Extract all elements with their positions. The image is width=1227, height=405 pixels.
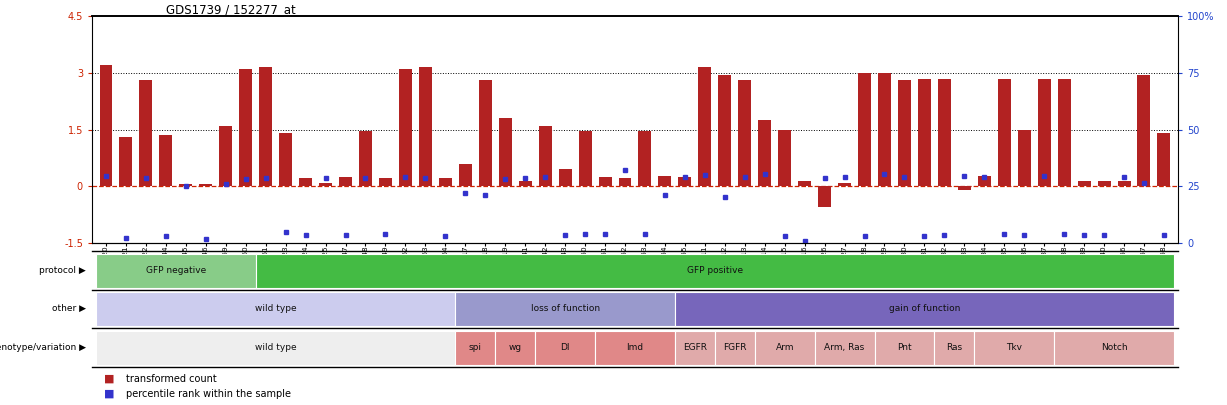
Bar — [220, 126, 232, 186]
Bar — [96, 254, 255, 288]
Bar — [96, 331, 455, 364]
Text: protocol ▶: protocol ▶ — [39, 266, 86, 275]
Text: EGFR: EGFR — [683, 343, 707, 352]
Bar — [898, 81, 910, 186]
Bar — [299, 178, 312, 186]
Bar — [758, 120, 772, 186]
Bar — [595, 331, 675, 364]
Text: Tkv: Tkv — [1006, 343, 1022, 352]
Bar — [140, 81, 152, 186]
Bar — [798, 181, 811, 186]
Text: gain of function: gain of function — [888, 304, 960, 313]
Text: wg: wg — [509, 343, 521, 352]
Bar — [199, 184, 212, 186]
Bar — [160, 135, 172, 186]
Bar — [935, 331, 974, 364]
Bar — [255, 254, 1174, 288]
Text: wild type: wild type — [255, 343, 297, 352]
Bar — [698, 67, 712, 186]
Text: percentile rank within the sample: percentile rank within the sample — [126, 389, 291, 399]
Bar — [1017, 130, 1031, 186]
Bar — [360, 132, 372, 186]
Bar — [974, 331, 1054, 364]
Text: wild type: wild type — [255, 304, 297, 313]
Text: GDS1739 / 152277_at: GDS1739 / 152277_at — [166, 3, 296, 16]
Bar — [675, 331, 715, 364]
Bar — [1038, 79, 1050, 186]
Text: Notch: Notch — [1101, 343, 1128, 352]
Bar — [459, 164, 472, 186]
Bar — [618, 178, 632, 186]
Bar — [659, 176, 671, 186]
Bar — [838, 183, 852, 186]
Bar — [1137, 75, 1151, 186]
Text: other ▶: other ▶ — [52, 304, 86, 313]
Bar — [179, 184, 193, 186]
Bar — [715, 331, 755, 364]
Bar — [319, 183, 333, 186]
Bar — [455, 331, 496, 364]
Bar — [875, 331, 935, 364]
Bar — [1054, 331, 1174, 364]
Bar — [399, 69, 412, 186]
Bar — [239, 69, 253, 186]
Bar — [1157, 133, 1171, 186]
Bar — [918, 79, 931, 186]
Bar — [1077, 181, 1091, 186]
Bar — [679, 177, 691, 186]
Text: Imd: Imd — [627, 343, 643, 352]
Bar — [755, 331, 815, 364]
Bar — [638, 132, 652, 186]
Text: ■: ■ — [104, 389, 115, 399]
Bar — [937, 79, 951, 186]
Text: FGFR: FGFR — [723, 343, 746, 352]
Bar — [858, 73, 871, 186]
Bar — [519, 181, 531, 186]
Text: spi: spi — [469, 343, 482, 352]
Bar — [96, 292, 455, 326]
Text: loss of function: loss of function — [530, 304, 600, 313]
Text: ■: ■ — [104, 374, 115, 384]
Bar — [1058, 79, 1071, 186]
Bar — [99, 65, 113, 186]
Bar — [496, 331, 535, 364]
Text: Dl: Dl — [561, 343, 569, 352]
Bar — [739, 81, 751, 186]
Text: Arm, Ras: Arm, Ras — [825, 343, 865, 352]
Bar — [558, 169, 572, 186]
Bar — [498, 118, 512, 186]
Bar — [998, 79, 1011, 186]
Text: transformed count: transformed count — [126, 374, 217, 384]
Bar — [280, 133, 292, 186]
Bar — [1118, 181, 1130, 186]
Bar — [1098, 181, 1110, 186]
Bar — [675, 292, 1174, 326]
Bar — [479, 81, 492, 186]
Bar — [579, 132, 591, 186]
Bar — [418, 67, 432, 186]
Bar — [539, 126, 552, 186]
Bar — [339, 177, 352, 186]
Bar — [259, 67, 272, 186]
Text: Arm: Arm — [775, 343, 794, 352]
Bar — [119, 137, 133, 186]
Bar — [978, 176, 990, 186]
Bar — [879, 73, 891, 186]
Bar — [599, 177, 611, 186]
Bar — [815, 331, 875, 364]
Bar — [439, 178, 452, 186]
Text: Ras: Ras — [946, 343, 962, 352]
Bar — [778, 130, 791, 186]
Bar — [958, 186, 971, 190]
Bar — [379, 178, 391, 186]
Text: Pnt: Pnt — [897, 343, 912, 352]
Bar — [818, 186, 831, 207]
Text: genotype/variation ▶: genotype/variation ▶ — [0, 343, 86, 352]
Bar — [718, 75, 731, 186]
Text: GFP negative: GFP negative — [146, 266, 206, 275]
Text: GFP positive: GFP positive — [687, 266, 742, 275]
Bar — [455, 292, 675, 326]
Bar — [535, 331, 595, 364]
